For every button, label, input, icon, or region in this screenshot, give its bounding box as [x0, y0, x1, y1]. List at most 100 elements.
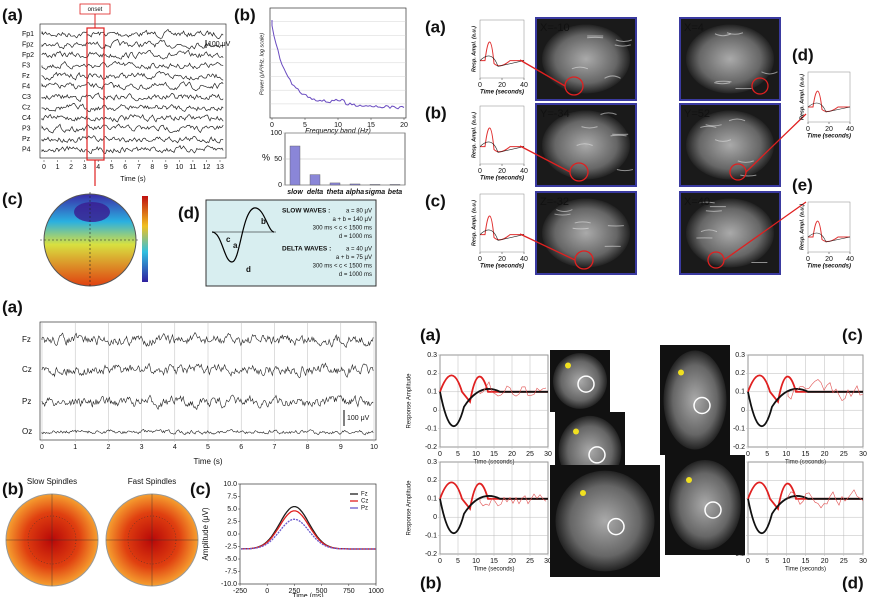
x-tick-label: 4	[96, 164, 100, 171]
panel-label: (a)	[425, 17, 446, 36]
wave-rule: a + b = 140 μV	[333, 217, 373, 223]
y-tick-label: -0.2	[733, 444, 745, 451]
x-tick-label: 20	[498, 82, 506, 89]
x-tick-label: sigma	[365, 189, 385, 196]
x-tick-label: 4	[173, 444, 177, 451]
wave-rule: a = 80 μV	[346, 209, 372, 215]
y-axis-label: Power (μV²/Hz, log scale)	[259, 33, 265, 95]
colorbar	[142, 196, 148, 282]
x-tick-label: 7	[137, 164, 141, 171]
x-tick-label: 12	[203, 164, 211, 171]
channel-label: Fz	[22, 335, 31, 344]
x-tick-label: 40	[520, 82, 528, 89]
x-axis-label: Time (seconds)	[807, 134, 851, 140]
x-tick-label: 3	[83, 164, 87, 171]
activation	[565, 363, 571, 369]
channel-label: Fz	[22, 73, 30, 80]
y-axis-label: Amplitude (μV)	[201, 507, 210, 560]
x-tick-label: 15	[490, 451, 498, 458]
channel-label: Fp1	[22, 31, 34, 38]
x-tick-label: 0	[265, 588, 269, 595]
channel-label: Fp2	[22, 52, 34, 59]
x-axis-label: Time (seconds)	[480, 264, 524, 270]
response-curve	[480, 230, 524, 240]
x-tick-label: 1000	[368, 588, 384, 595]
panel-label: (e)	[792, 175, 813, 194]
x-tick-label: 30	[859, 451, 867, 458]
wave-rule: d = 1000 ms	[339, 234, 372, 240]
x-axis-label: Time (seconds)	[807, 264, 851, 270]
bar	[330, 183, 340, 185]
wave-letter: d	[246, 265, 251, 274]
x-tick-label: 0	[438, 451, 442, 458]
x-tick-label: theta	[327, 189, 344, 196]
y-tick-label: 0.0	[227, 531, 237, 538]
trace	[42, 136, 223, 143]
y-tick-label: 0	[433, 514, 437, 521]
channel-label: C3	[22, 94, 31, 101]
x-tick-label: 9	[339, 444, 343, 451]
y-tick-label: -0.2	[425, 551, 437, 558]
wave-title: DELTA WAVES :	[282, 246, 331, 253]
plot-frame	[240, 484, 376, 584]
channel-label: Pz	[22, 136, 31, 143]
y-tick-label: 0.3	[735, 352, 745, 359]
x-tick-label: 5	[765, 451, 769, 458]
mini-plot	[808, 202, 850, 252]
y-tick-label: 5.0	[227, 506, 237, 513]
bar	[350, 184, 360, 185]
wave-letter: c	[226, 235, 231, 244]
panel-label: (b)	[425, 103, 447, 122]
x-axis-label: Time (seconds)	[480, 90, 524, 96]
x-tick-label: 5	[206, 444, 210, 451]
x-tick-label: 9	[164, 164, 168, 171]
map-title: Slow Spindles	[27, 477, 77, 486]
trace	[42, 93, 223, 101]
trace	[42, 61, 223, 69]
x-tick-label: 5	[456, 451, 460, 458]
panel-label: (c)	[190, 479, 211, 498]
x-axis-label: Time (seconds)	[785, 567, 826, 573]
x-tick-label: 1	[56, 164, 60, 171]
x-axis-label: Time (ms)	[292, 593, 323, 597]
x-tick-label: 0	[270, 122, 274, 129]
channel-label: F3	[22, 62, 30, 69]
x-tick-label: 10	[782, 558, 790, 565]
x-axis-label: Time (s)	[193, 457, 222, 466]
brain	[553, 353, 607, 409]
trace	[42, 82, 223, 91]
x-axis-label: Time (seconds)	[473, 567, 514, 573]
y-axis-label: Response Amplitude	[407, 373, 413, 429]
trace	[42, 146, 223, 154]
panel-label: (c)	[842, 325, 863, 344]
topomap-hotspot	[74, 202, 110, 222]
y-axis-label: Resp. Ampl. (a.u.)	[471, 26, 477, 72]
panel-label: (b)	[234, 5, 256, 24]
channel-label: Oz	[22, 427, 32, 436]
x-tick-label: 25	[840, 451, 848, 458]
x-axis-label: Time (seconds)	[480, 176, 524, 182]
x-tick-label: 0	[478, 168, 482, 175]
x-tick-label: 25	[526, 558, 534, 565]
y-tick-label: 0.2	[427, 477, 437, 484]
wave-title: SLOW WAVES :	[282, 208, 330, 215]
x-tick-label: 2	[106, 444, 110, 451]
channel-label: P3	[22, 125, 31, 132]
x-tick-label: 5	[110, 164, 114, 171]
wave-letter: a	[233, 241, 238, 250]
x-tick-label: 20	[825, 126, 833, 133]
y-tick-label: 0	[433, 407, 437, 414]
y-tick-label: 10.0	[223, 481, 237, 488]
bar	[370, 184, 380, 185]
wave-rule: a = 40 μV	[346, 247, 372, 253]
wave-rule: d = 1000 ms	[339, 272, 372, 278]
x-tick-label: 30	[544, 451, 552, 458]
x-tick-label: 6	[239, 444, 243, 451]
x-tick-label: 13	[216, 164, 224, 171]
brain	[669, 460, 741, 550]
y-tick-label: 0.1	[427, 496, 437, 503]
y-tick-label: -5.0	[225, 556, 237, 563]
x-tick-label: 25	[840, 558, 848, 565]
trace	[42, 429, 373, 434]
x-tick-label: 750	[343, 588, 355, 595]
